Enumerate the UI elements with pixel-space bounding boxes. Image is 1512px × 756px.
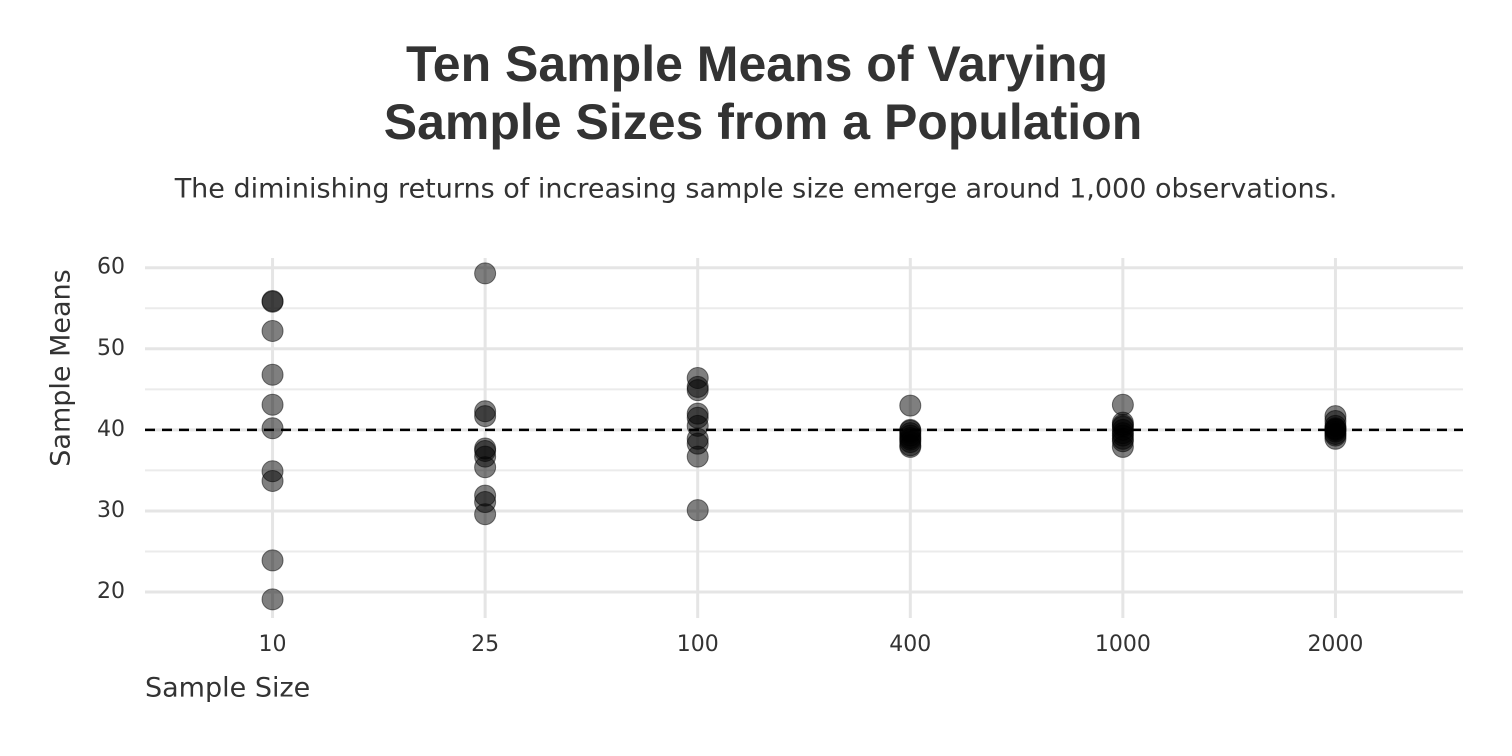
x-axis-label: Sample Size: [145, 673, 310, 704]
point: [261, 469, 284, 492]
point: [261, 549, 284, 572]
y-axis-label: Sample Means: [46, 269, 77, 466]
point: [686, 499, 709, 522]
x-tick-label: 100: [677, 632, 719, 657]
y-tick-label: 30: [97, 498, 125, 523]
x-tick-label: 2000: [1307, 632, 1363, 657]
point: [474, 405, 497, 428]
y-tick-label: 50: [97, 336, 125, 361]
chart-title: Ten Sample Means of Varying: [406, 36, 1108, 92]
point: [261, 588, 284, 611]
point: [261, 319, 284, 342]
x-tick-label: 1000: [1095, 632, 1151, 657]
x-tick-label: 25: [471, 632, 499, 657]
point: [474, 262, 497, 285]
point: [686, 379, 709, 402]
point: [686, 445, 709, 468]
x-tick-label: 400: [889, 632, 931, 657]
y-tick-label: 40: [97, 417, 125, 442]
point: [261, 417, 284, 440]
point: [1111, 414, 1134, 437]
point: [474, 456, 497, 479]
y-tick-label: 60: [97, 255, 125, 280]
point: [1111, 435, 1134, 458]
point: [899, 394, 922, 417]
point: [261, 363, 284, 386]
x-tick-label: 10: [259, 632, 287, 657]
point: [261, 393, 284, 416]
point: [261, 290, 284, 313]
chart-title: Sample Sizes from a Population: [384, 94, 1143, 150]
point: [474, 503, 497, 526]
y-tick-label: 20: [97, 579, 125, 604]
chart-subtitle: The diminishing returns of increasing sa…: [174, 174, 1338, 205]
